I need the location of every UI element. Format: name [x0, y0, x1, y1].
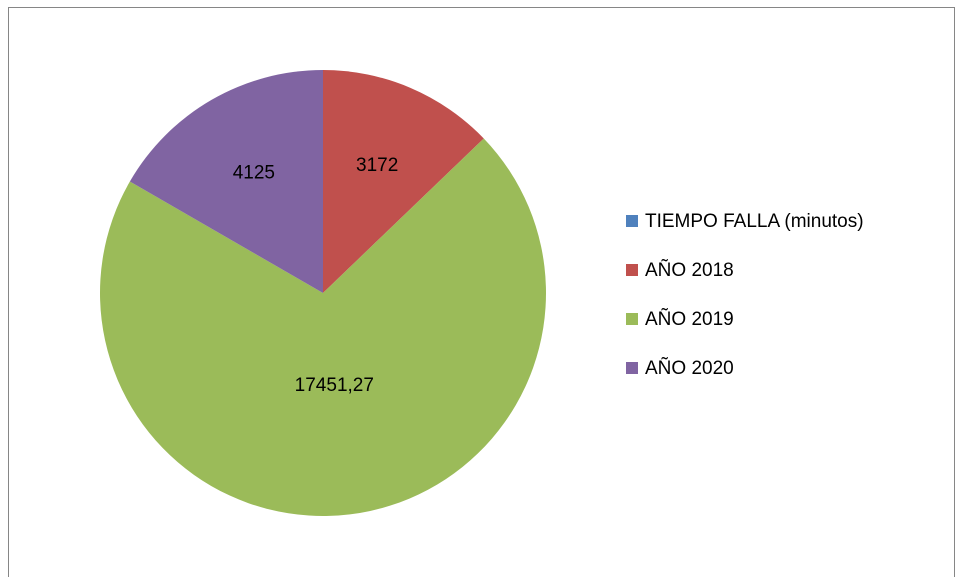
legend-swatch	[626, 362, 638, 374]
pie-slice	[129, 70, 323, 293]
legend-swatch	[626, 313, 638, 325]
data-label: 3172	[356, 155, 398, 176]
data-label: 4125	[233, 162, 275, 183]
pie-slice	[100, 138, 547, 517]
legend-label: AÑO 2018	[645, 259, 734, 281]
legend-swatch	[626, 264, 638, 276]
pie-slice	[323, 70, 484, 293]
data-label: 17451,27	[295, 375, 374, 396]
legend-label: AÑO 2020	[645, 357, 734, 379]
legend-label: AÑO 2019	[645, 308, 734, 330]
legend-swatch	[626, 215, 638, 227]
legend-label: TIEMPO FALLA (minutos)	[645, 211, 864, 232]
